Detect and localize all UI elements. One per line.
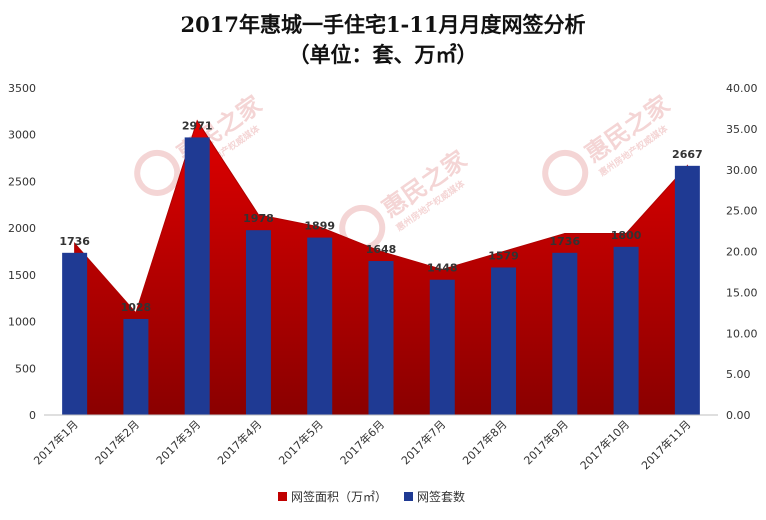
- data-label-layer: 1736 1028 2971 1978 1899 1648 1448 1579 1736 1800…: [59, 119, 702, 314]
- bar-series-layer: [62, 137, 700, 416]
- y-right-tick-8: 40.00: [726, 82, 758, 95]
- bar-3: [245, 230, 271, 415]
- legend-swatch-bar: [404, 492, 413, 501]
- bar-1: [123, 318, 149, 415]
- x-tick-1: 2017年2月: [92, 417, 142, 467]
- bar-0: [62, 252, 88, 415]
- bar-label-8: 1736: [550, 235, 581, 248]
- bar-label-4: 1899: [304, 220, 335, 233]
- y-left-tick-2: 1000: [8, 316, 36, 329]
- legend: 网签面积（万㎡） 网签套数: [278, 489, 465, 504]
- chart-subtitle: （单位：套、万㎡）: [289, 42, 478, 67]
- legend-label-bar: 网签套数: [417, 489, 465, 504]
- bar-8: [552, 252, 578, 415]
- x-tick-9: 2017年10月: [577, 417, 632, 472]
- x-tick-4: 2017年5月: [276, 417, 326, 467]
- bar-7: [491, 267, 517, 415]
- bar-9: [613, 246, 639, 415]
- y-left-tick-1: 500: [15, 362, 36, 375]
- y-right-tick-6: 30.00: [726, 164, 758, 177]
- bar-label-2: 2971: [182, 119, 213, 132]
- x-tick-7: 2017年8月: [459, 417, 509, 467]
- bar-label-9: 1800: [611, 229, 642, 242]
- y-left-tick-5: 2500: [8, 175, 36, 188]
- y-left-tick-7: 3500: [8, 82, 36, 95]
- x-tick-8: 2017年9月: [521, 417, 571, 467]
- x-tick-0: 2017年1月: [31, 417, 81, 467]
- y-right-tick-4: 20.00: [726, 246, 758, 259]
- y-left-tick-0: 0: [29, 409, 36, 422]
- x-tick-3: 2017年4月: [214, 417, 264, 467]
- y-right-tick-3: 15.00: [726, 286, 758, 299]
- y-left-tick-4: 2000: [8, 222, 36, 235]
- chart-title: 2017年惠城一手住宅1-11月月度网签分析: [181, 12, 586, 37]
- y-right-tick-5: 25.00: [726, 205, 758, 218]
- bar-4: [307, 237, 333, 415]
- bar-label-6: 1448: [427, 262, 458, 275]
- bar-6: [429, 279, 455, 415]
- bar-label-5: 1648: [366, 243, 397, 256]
- legend-swatch-area: [278, 492, 287, 501]
- bar-label-1: 1028: [121, 301, 152, 314]
- bar-label-10: 2667: [672, 148, 703, 161]
- y-right-tick-7: 35.00: [726, 123, 758, 136]
- bar-5: [368, 261, 394, 415]
- bar-10: [674, 165, 700, 415]
- bar-label-7: 1579: [488, 249, 519, 262]
- bar-2: [184, 137, 210, 416]
- y-left-tick-3: 1500: [8, 269, 36, 282]
- watermark-logo-2: [542, 149, 589, 196]
- x-tick-10: 2017年11月: [638, 417, 693, 472]
- legend-label-area: 网签面积（万㎡）: [291, 489, 387, 504]
- bar-label-0: 1736: [59, 235, 90, 248]
- x-tick-5: 2017年6月: [337, 417, 387, 467]
- y-right-tick-0: 0.00: [726, 409, 751, 422]
- y-right-tick-1: 5.00: [726, 368, 751, 381]
- x-tick-6: 2017年7月: [398, 417, 448, 467]
- y-left-tick-6: 3000: [8, 129, 36, 142]
- bar-label-3: 1978: [243, 212, 274, 225]
- y-right-tick-2: 10.00: [726, 327, 758, 340]
- x-tick-2: 2017年3月: [153, 417, 203, 467]
- watermark-logo-0: [134, 149, 181, 196]
